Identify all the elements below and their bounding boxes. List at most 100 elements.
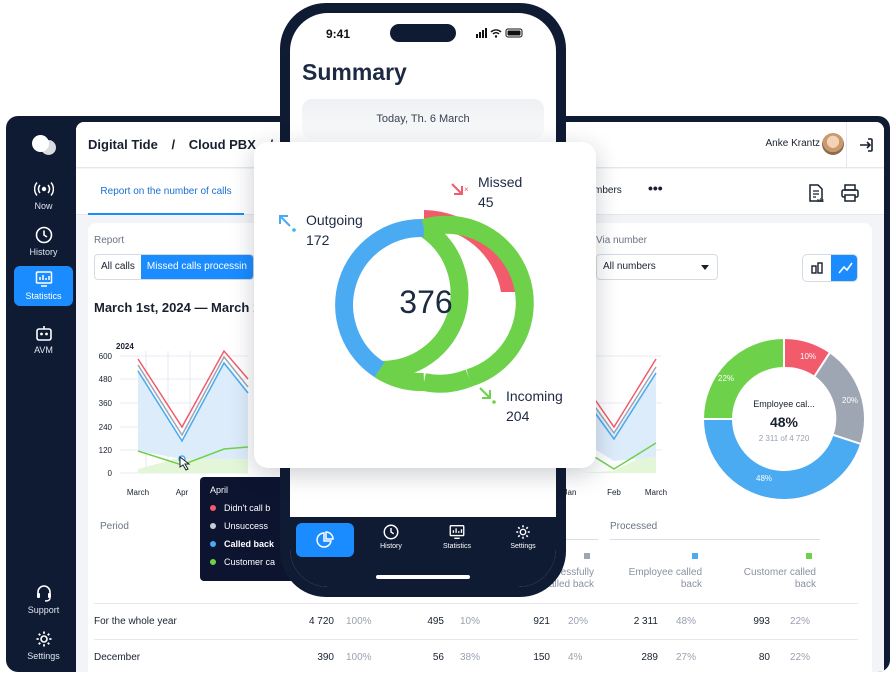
sidebar-item-label: Settings xyxy=(27,651,60,661)
report-type-selector: All calls Missed calls processin xyxy=(94,254,254,280)
donut-center-value: 48% xyxy=(770,414,799,430)
logout-icon xyxy=(860,138,873,152)
via-number-select[interactable]: All numbers xyxy=(596,254,718,280)
tab-numbers[interactable]: mbers xyxy=(594,185,622,196)
y-axis-ticks: 600 480 360 240 120 0 xyxy=(99,352,113,478)
summary-donut-chart: × xyxy=(279,183,534,404)
total-calls-value: 376 xyxy=(399,284,453,320)
legend-square-green xyxy=(806,553,812,559)
cell-b-pct: 10% xyxy=(460,616,481,627)
incoming-arrow-icon xyxy=(479,387,491,399)
print-icon[interactable] xyxy=(840,183,860,203)
sidebar-item-label: Now xyxy=(34,201,53,211)
svg-text:xls: xls xyxy=(817,198,824,203)
cell-total-pct: 100% xyxy=(346,652,372,663)
processed-column-header: Processed xyxy=(610,521,658,532)
sidebar-item-support[interactable]: Support xyxy=(14,580,73,620)
legend-square-blue xyxy=(692,553,698,559)
tab-statistics[interactable]: Statistics xyxy=(428,523,486,557)
donut-slice-incoming xyxy=(379,220,469,379)
tab-overview[interactable] xyxy=(296,523,354,557)
avatar[interactable] xyxy=(822,133,844,155)
bar-chart-icon xyxy=(811,262,823,274)
report-option-all-calls[interactable]: All calls xyxy=(101,261,135,272)
y-tick: 360 xyxy=(99,399,113,408)
donut-slice-label: 22% xyxy=(718,374,734,383)
outgoing-arrow-icon xyxy=(279,215,291,227)
y-tick: 600 xyxy=(99,352,113,361)
series-area-customer-right xyxy=(582,449,656,473)
donut-slice-label: 20% xyxy=(842,396,858,405)
missed-value: 45 xyxy=(478,194,494,210)
sidebar-item-label: History xyxy=(29,247,58,257)
x-tick: Jan xyxy=(564,488,577,497)
cursor-hand-icon xyxy=(179,455,191,471)
breadcrumb-separator: / xyxy=(171,137,176,152)
cell-b: 495 xyxy=(427,616,444,627)
cell-c-pct: 4% xyxy=(568,652,583,663)
tab-settings[interactable]: Settings xyxy=(494,523,552,557)
date-selector[interactable]: Today, Th. 6 March xyxy=(302,99,544,139)
chart-icon xyxy=(35,271,52,287)
missed-arrow-icon xyxy=(451,183,463,195)
summary-title: Summary xyxy=(302,59,407,85)
cell-total: 390 xyxy=(317,652,334,663)
summary-popup-card: × Missed 45 Outgoing 172 Incoming 204 37… xyxy=(254,142,596,468)
donut-slice-label: 10% xyxy=(800,352,816,361)
clock-icon xyxy=(383,524,399,540)
tab-report-number-of-calls[interactable]: Report on the number of calls xyxy=(88,169,244,215)
bar-chart-view-button[interactable] xyxy=(803,255,831,281)
user-name[interactable]: Anke Krantz xyxy=(765,138,820,149)
tooltip-row: Called back xyxy=(210,539,290,549)
row-period: For the whole year xyxy=(94,616,177,627)
series-line-customer xyxy=(137,446,249,466)
x-tick: Feb xyxy=(607,488,621,497)
series-line-didnt-call-back xyxy=(137,349,249,429)
tab-label: History xyxy=(380,543,402,550)
tab-label: Settings xyxy=(510,543,536,550)
tooltip-row-label: Called back xyxy=(224,539,275,549)
clock-icon xyxy=(35,226,52,244)
sidebar-item-history[interactable]: History xyxy=(14,222,73,262)
sidebar-item-settings[interactable]: Settings xyxy=(14,626,73,666)
svg-text:×: × xyxy=(464,185,469,194)
x-tick: Apr xyxy=(176,488,189,497)
cell-d: 289 xyxy=(641,652,658,663)
donut-center-sub: 2 311 of 4 720 xyxy=(759,434,810,443)
line-chart-icon xyxy=(838,262,853,274)
logout-button[interactable] xyxy=(846,122,884,168)
report-option-missed-calls[interactable]: Missed calls processin xyxy=(140,255,253,279)
legend-dot xyxy=(210,505,216,511)
status-icons xyxy=(476,28,523,38)
breadcrumb-company[interactable]: Digital Tide xyxy=(88,137,158,152)
legend-dot xyxy=(210,541,216,547)
sidebar-item-label: AVM xyxy=(34,345,53,355)
tab-history[interactable]: History xyxy=(362,523,420,557)
breadcrumb-product[interactable]: Cloud PBX xyxy=(188,137,256,152)
outgoing-label: Outgoing xyxy=(306,212,363,228)
header-divider xyxy=(610,539,820,540)
donut-slice-didnt-call-back xyxy=(784,339,830,376)
cell-d-pct: 48% xyxy=(676,616,697,627)
donut-center-label: Employee cal... xyxy=(753,399,815,409)
tooltip-row: Didn't call b xyxy=(210,503,290,513)
donut-slices xyxy=(704,339,865,500)
row-period: December xyxy=(94,652,141,663)
pie-chart-icon xyxy=(316,531,334,548)
sidebar-item-now[interactable]: Now xyxy=(14,176,73,216)
export-xls-icon[interactable]: xls xyxy=(806,183,826,203)
sidebar-item-statistics[interactable]: Statistics xyxy=(14,266,73,306)
more-tabs-button[interactable]: ••• xyxy=(648,180,663,196)
line-chart-view-button[interactable] xyxy=(831,255,857,281)
cell-b-pct: 38% xyxy=(460,652,481,663)
processed-donut-chart: 10% 20% 48% 22% Employee cal... 48% 2 31… xyxy=(704,339,865,500)
report-label: Report xyxy=(94,235,125,246)
cell-c: 150 xyxy=(533,652,550,663)
sidebar-item-avm[interactable]: AVM xyxy=(14,320,73,360)
missed-label: Missed xyxy=(478,174,523,190)
sidebar-item-label: Support xyxy=(27,605,60,615)
headset-icon xyxy=(36,585,51,602)
cell-total: 4 720 xyxy=(308,616,334,627)
tooltip-row-label: Didn't call b xyxy=(224,503,271,513)
series-line-called-back xyxy=(137,361,249,443)
